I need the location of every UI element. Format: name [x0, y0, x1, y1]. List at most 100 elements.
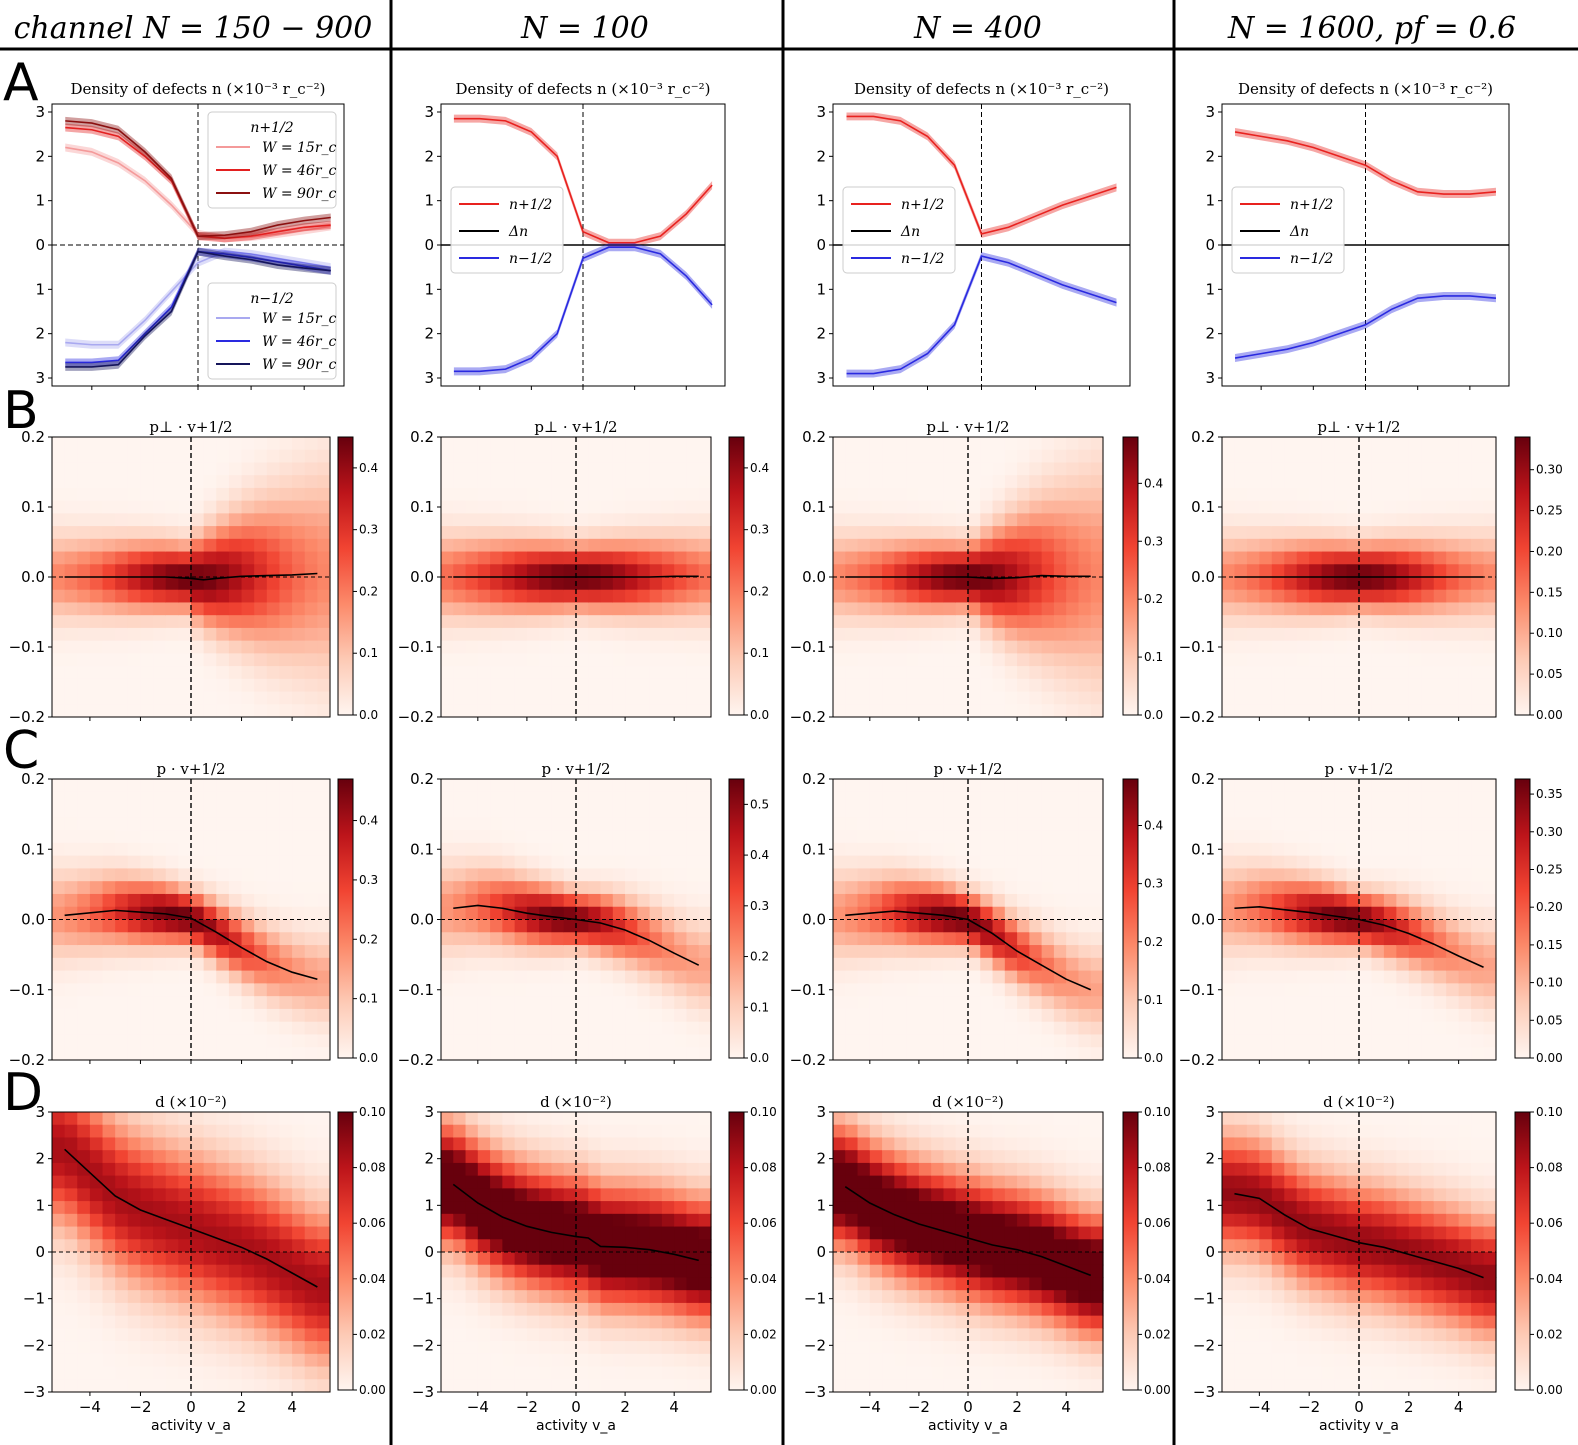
heatmap-cell — [191, 1034, 205, 1048]
heatmap-cell — [869, 932, 883, 946]
heatmap-cell — [52, 1008, 66, 1023]
heatmap-cell — [698, 779, 712, 793]
heatmap-cell — [1246, 526, 1260, 540]
heatmap-cell — [857, 577, 871, 591]
heatmap-cell — [1066, 804, 1080, 818]
heatmap-cell — [833, 779, 846, 793]
heatmap-cell — [292, 437, 306, 451]
heatmap-cell — [490, 1188, 503, 1202]
heatmap-cell — [64, 893, 78, 908]
heatmap-cell — [465, 1264, 479, 1279]
heatmap-cell — [477, 449, 491, 464]
heatmap-cell — [165, 1021, 179, 1036]
heatmap-cell — [203, 996, 217, 1010]
heatmap-cell — [968, 666, 981, 680]
heatmap-cell — [576, 678, 589, 693]
heatmap-cell — [490, 1277, 503, 1291]
heatmap-cell — [77, 602, 91, 616]
heatmap-cell — [241, 1315, 255, 1329]
heatmap-cell — [1271, 666, 1285, 680]
heatmap-cell — [317, 1008, 331, 1023]
heatmap-cell — [1017, 970, 1030, 984]
heatmap-cell — [674, 830, 688, 844]
heatmap-cell — [64, 627, 78, 642]
heatmap-cell — [882, 691, 895, 705]
heatmap-cell — [1321, 893, 1335, 908]
heatmap-cell — [1383, 589, 1397, 604]
heatmap-cell — [1483, 640, 1497, 654]
panel-b-title: p⊥ · v+1/2 — [926, 418, 1009, 436]
heatmap-cell — [1004, 653, 1018, 667]
heatmap-cell — [526, 577, 540, 591]
heatmap-cell — [955, 779, 969, 793]
heatmap-cell — [153, 577, 167, 591]
heatmap-cell — [637, 1034, 651, 1048]
heatmap-cell — [869, 1034, 883, 1048]
heatmap-cell — [140, 1302, 154, 1317]
heatmap-cell — [102, 627, 116, 642]
heatmap-cell — [906, 615, 920, 629]
heatmap-cell — [77, 487, 91, 502]
heatmap-cell — [203, 678, 217, 693]
heatmap-cell — [1284, 475, 1298, 489]
heatmap-cell — [228, 779, 243, 793]
heatmap-cell — [906, 551, 920, 565]
heatmap-cell — [600, 983, 614, 997]
heatmap-cell — [1371, 500, 1385, 514]
heatmap-cell — [191, 475, 205, 489]
heatmap-cell — [292, 1034, 306, 1048]
legend-A0_top: n+1/2W = 15r_cW = 46r_cW = 90r_c — [207, 111, 337, 209]
heatmap-cell — [1359, 1034, 1373, 1048]
heatmap-cell — [502, 653, 516, 667]
colorbar-tick-label: 0.3 — [1144, 534, 1163, 548]
heatmap-cell — [514, 1341, 528, 1355]
heatmap-cell — [1446, 615, 1460, 629]
heatmap-cell — [1408, 919, 1422, 933]
heatmap-cell — [254, 1353, 268, 1368]
heatmap-cell — [115, 691, 129, 705]
heatmap-cell — [1346, 538, 1360, 553]
heatmap-cell — [551, 449, 565, 464]
heatmap-cell — [1371, 1021, 1385, 1036]
heatmap-cell — [992, 970, 1006, 984]
heatmap-cell — [1284, 564, 1298, 578]
heatmap-cell — [1053, 996, 1067, 1010]
heatmap-cell — [1446, 957, 1460, 972]
heatmap-cell — [441, 1277, 454, 1291]
heatmap-cell — [588, 513, 602, 527]
heatmap-cell — [625, 1034, 638, 1048]
heatmap-cell — [906, 589, 920, 604]
heatmap-cell — [266, 830, 281, 844]
heatmap-cell — [89, 602, 104, 616]
heatmap-cell — [304, 627, 318, 642]
heatmap-cell — [612, 653, 626, 667]
heatmap-cell — [1017, 932, 1030, 946]
heatmap-cell — [115, 791, 129, 806]
heatmap-cell — [637, 577, 651, 591]
heatmap-cell — [77, 538, 91, 553]
heatmap-cell — [1458, 932, 1472, 946]
heatmap-cell — [1408, 500, 1422, 514]
heatmap-cell — [514, 577, 528, 591]
heatmap-cell — [992, 500, 1006, 514]
heatmap-cell — [674, 817, 688, 831]
heatmap-cell — [1041, 919, 1055, 933]
heatmap-cell — [203, 1341, 217, 1355]
heatmap-cell — [292, 627, 306, 642]
legend-box — [842, 186, 956, 274]
y-tick-label: −0.2 — [398, 1051, 434, 1069]
heatmap-cell — [649, 817, 663, 831]
heatmap-cell — [1234, 1008, 1248, 1023]
heatmap-cell — [980, 589, 994, 604]
x-axis-label: activity v_a — [151, 1418, 231, 1434]
heatmap-cell — [563, 627, 577, 642]
heatmap-cell — [882, 842, 895, 857]
heatmap-cell — [317, 500, 331, 514]
heatmap-cell — [317, 627, 331, 642]
heatmap-cell — [228, 1162, 243, 1177]
heatmap-cell — [625, 919, 638, 933]
heatmap-cell — [845, 804, 859, 818]
heatmap-cell — [115, 932, 129, 946]
heatmap-cell — [539, 589, 553, 604]
heatmap-cell — [698, 1047, 712, 1061]
